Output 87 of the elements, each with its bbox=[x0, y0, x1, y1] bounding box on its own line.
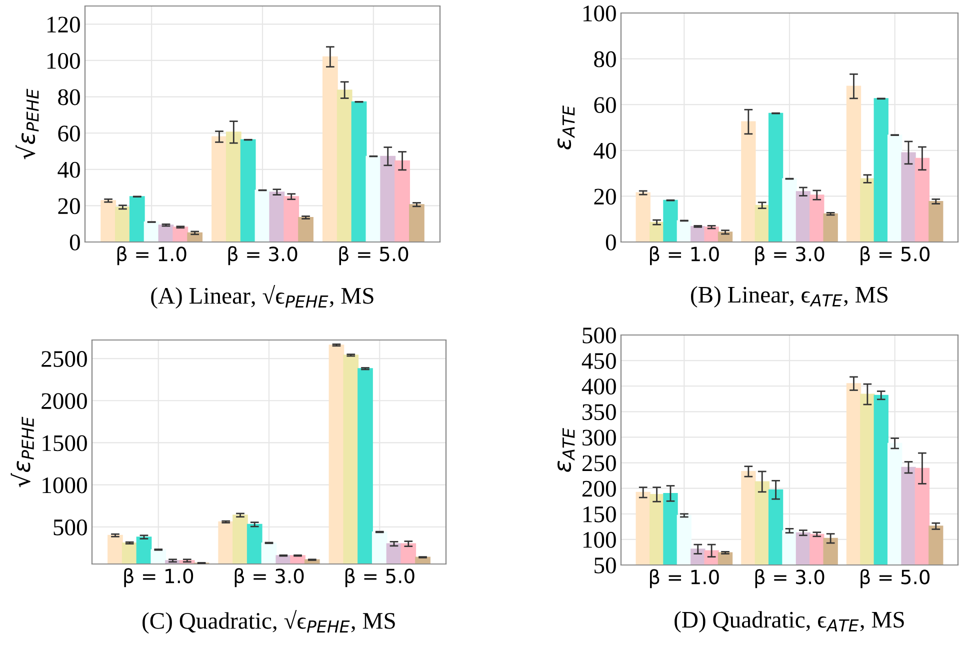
x-tick-label: β = 5.0 bbox=[345, 568, 414, 588]
bar bbox=[823, 213, 838, 242]
bar bbox=[860, 178, 875, 242]
x-tick-label: β = 3.0 bbox=[228, 246, 298, 266]
bar bbox=[663, 200, 678, 242]
bar bbox=[810, 194, 824, 242]
bar bbox=[846, 86, 862, 242]
text: (A) Linear, √ϵ$_{PEHE}$, MS bbox=[151, 284, 374, 309]
bar bbox=[298, 217, 314, 242]
bar bbox=[322, 56, 338, 242]
y-tick-label: 50 bbox=[594, 557, 616, 574]
bar bbox=[226, 132, 242, 242]
y-tick-label: 40 bbox=[58, 162, 80, 178]
bar bbox=[115, 206, 130, 242]
text: (C) Quadratic, √ϵ$_{PEHE}$, MS bbox=[142, 610, 395, 634]
y-tick-label: 80 bbox=[58, 89, 80, 106]
y-tick-label: 0 bbox=[606, 234, 616, 250]
bar bbox=[741, 121, 756, 242]
x-tick-label: β = 1.0 bbox=[124, 568, 194, 588]
bar bbox=[144, 222, 160, 242]
bar bbox=[887, 134, 902, 242]
bar bbox=[284, 196, 300, 242]
y-tick-label: 500 bbox=[582, 327, 616, 344]
x-tick-label: β = 3.0 bbox=[755, 569, 824, 588]
y-tick-label: 450 bbox=[582, 353, 616, 369]
bar bbox=[676, 220, 692, 242]
y-tick-label: 100 bbox=[47, 52, 80, 69]
y-tick-label: 100 bbox=[583, 532, 616, 548]
x-tick-label: β = 3.0 bbox=[755, 246, 824, 266]
bar bbox=[914, 158, 930, 242]
bar bbox=[172, 226, 188, 242]
y-axis-title: ε$_{ATE}$ bbox=[557, 105, 575, 150]
bar bbox=[212, 136, 227, 242]
bar bbox=[240, 139, 256, 242]
bar bbox=[782, 178, 797, 242]
y-tick-label: 400 bbox=[582, 378, 616, 395]
text: (D) Quadratic, ϵ$_{ATE}$, MS bbox=[674, 611, 904, 633]
bar bbox=[380, 156, 396, 242]
bar bbox=[366, 156, 382, 242]
x-tick-label: β = 1.0 bbox=[650, 569, 719, 588]
bar bbox=[796, 191, 811, 242]
bar bbox=[704, 226, 719, 242]
bar bbox=[129, 196, 145, 242]
x-tick-label: β = 3.0 bbox=[234, 568, 304, 588]
y-tick-label: 1000 bbox=[42, 477, 87, 494]
y-axis-title: √ε$_{PEHE}$ bbox=[10, 416, 34, 488]
y-tick-label: 20 bbox=[58, 198, 80, 214]
bar bbox=[928, 200, 944, 242]
bar bbox=[901, 152, 916, 242]
x-tick-label: β = 5.0 bbox=[339, 246, 408, 266]
bar bbox=[351, 101, 367, 242]
x-tick-label: β = 1.0 bbox=[650, 246, 719, 266]
y-axis-title: √ε$_{PEHE}$ bbox=[16, 88, 39, 160]
bar bbox=[394, 160, 410, 242]
bar bbox=[874, 98, 888, 242]
y-tick-label: 500 bbox=[54, 519, 87, 536]
text: (B) Linear, ϵ$_{ATE}$, MS bbox=[691, 286, 888, 308]
bar bbox=[269, 192, 285, 242]
bar bbox=[187, 232, 203, 242]
bar bbox=[754, 204, 770, 242]
bar bbox=[409, 204, 424, 242]
y-tick-label: 40 bbox=[594, 142, 616, 159]
bar bbox=[636, 192, 650, 242]
bar bbox=[100, 200, 116, 242]
y-tick-label: 80 bbox=[594, 51, 616, 68]
bar bbox=[718, 232, 733, 242]
y-tick-label: 200 bbox=[582, 480, 616, 497]
y-tick-label: 20 bbox=[594, 188, 616, 205]
y-tick-label: 150 bbox=[583, 506, 616, 522]
y-tick-label: 60 bbox=[594, 97, 616, 114]
y-tick-label: 2000 bbox=[42, 393, 87, 410]
bar bbox=[336, 90, 352, 242]
y-tick-label: 120 bbox=[47, 16, 80, 33]
bar bbox=[254, 190, 270, 242]
y-tick-label: 60 bbox=[58, 126, 80, 142]
y-tick-label: 100 bbox=[583, 5, 616, 22]
x-tick-label: β = 1.0 bbox=[117, 246, 186, 266]
y-tick-label: 1500 bbox=[42, 435, 87, 452]
bar bbox=[768, 112, 784, 242]
y-axis-title: ε$_{ATE}$ bbox=[557, 428, 575, 472]
y-tick-label: 350 bbox=[582, 404, 616, 420]
x-tick-label: β = 5.0 bbox=[860, 246, 930, 266]
x-tick-label: β = 5.0 bbox=[860, 569, 930, 588]
y-tick-label: 0 bbox=[70, 234, 80, 250]
y-tick-label: 300 bbox=[582, 430, 616, 446]
y-tick-label: 2500 bbox=[42, 351, 87, 367]
y-tick-label: 250 bbox=[582, 455, 616, 472]
